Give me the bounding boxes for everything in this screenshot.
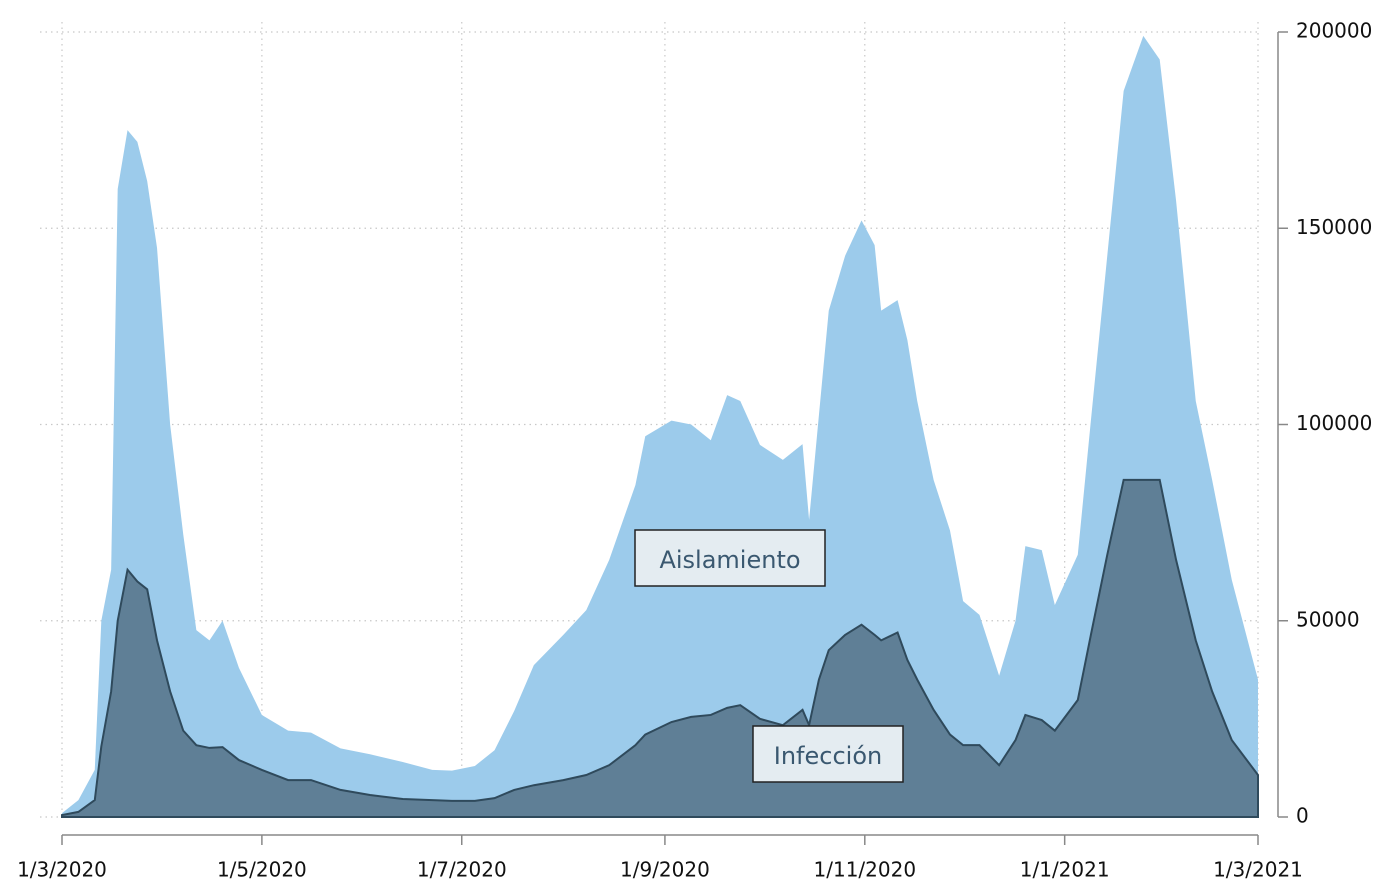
x-tick-label: 1/11/2020 [814, 858, 917, 882]
x-tick-label: 1/9/2020 [620, 858, 710, 882]
area [62, 35, 1258, 818]
y-tick-label: 100000 [1296, 411, 1372, 435]
label-box [752, 725, 904, 783]
label-box [634, 529, 826, 587]
series-label: Infección [774, 742, 882, 770]
x-tick-label: 1/3/2021 [1213, 858, 1303, 882]
y-tick-label: 50000 [1296, 607, 1360, 631]
x-tick-label: 1/1/2021 [1020, 858, 1110, 882]
y-tick-label: 0 [1296, 804, 1309, 828]
x-tick-label: 1/5/2020 [217, 858, 307, 882]
y-tick-label: 200000 [1296, 19, 1372, 43]
series-label: Aislamiento [659, 546, 800, 574]
y-tick-label: 150000 [1296, 215, 1372, 239]
x-tick-label: 1/7/2020 [417, 858, 507, 882]
area [61, 478, 1259, 818]
x-tick-label: 1/3/2020 [17, 858, 107, 882]
